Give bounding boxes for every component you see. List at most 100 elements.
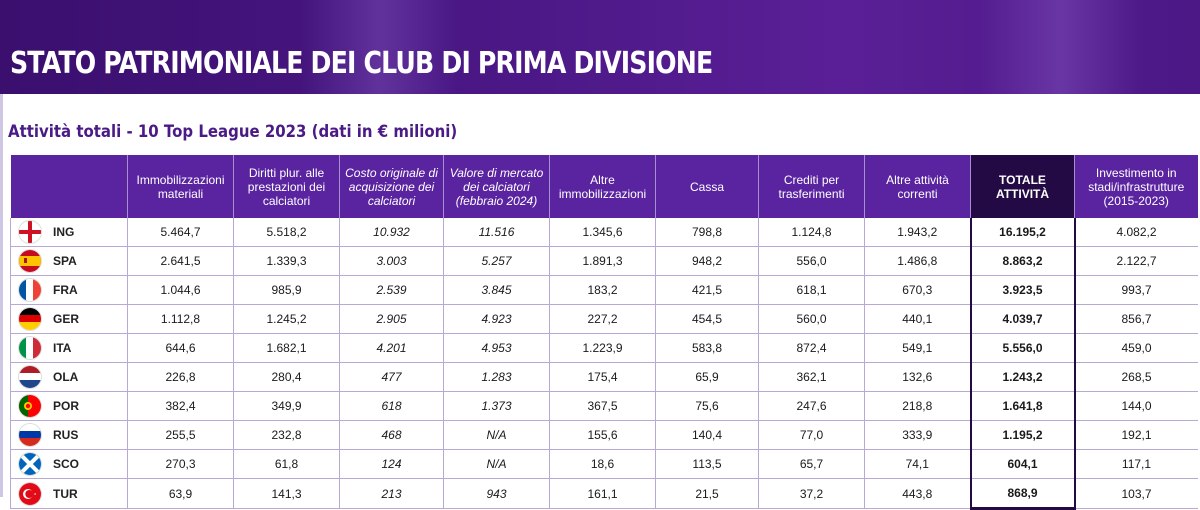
cell-altre-immobilizzazioni: 183,2	[549, 275, 656, 305]
country-cell: ITA	[10, 333, 128, 363]
country-code: OLA	[53, 370, 79, 384]
cell-altre-immobilizzazioni: 161,1	[549, 478, 656, 509]
france-flag-icon	[19, 279, 41, 301]
country-code: FRA	[53, 283, 78, 297]
cell-altre-attivita-correnti: 132,6	[864, 362, 971, 392]
country-cell: SCO	[10, 449, 128, 479]
table-header-row: Immobilizzazioni materiali Diritti plur.…	[10, 155, 1198, 218]
cell-immobilizzazioni-materiali: 5.464,7	[127, 218, 234, 247]
cell-crediti-trasferimenti: 556,0	[758, 246, 865, 276]
cell-investimento-stadi: 993,7	[1074, 275, 1198, 305]
italy-flag-icon	[19, 337, 41, 359]
cell-totale-attivita: 1.195,2	[969, 420, 1076, 450]
cell-investimento-stadi: 144,0	[1074, 391, 1198, 421]
cell-totale-attivita: 4.039,7	[969, 304, 1076, 334]
england-flag-icon	[19, 221, 41, 243]
cell-diritti-plur: 141,3	[233, 478, 340, 509]
cell-cassa: 454,5	[655, 304, 759, 334]
country-code: ING	[53, 225, 75, 239]
cell-valore-mercato: 4.923	[443, 304, 550, 334]
cell-totale-attivita: 604,1	[969, 449, 1076, 479]
table-subtitle: Attività totali - 10 Top League 2023 (da…	[8, 122, 458, 142]
cell-diritti-plur: 349,9	[233, 391, 340, 421]
cell-cassa: 421,5	[655, 275, 759, 305]
cell-crediti-trasferimenti: 872,4	[758, 333, 865, 363]
table-row: FRA 1.044,6 985,9 2.539 3.845 183,2 421,5 618,1…	[10, 275, 1198, 305]
cell-altre-attivita-correnti: 443,8	[864, 478, 971, 509]
cell-altre-immobilizzazioni: 1.891,3	[549, 246, 656, 276]
cell-diritti-plur: 280,4	[233, 362, 340, 392]
cell-cassa: 75,6	[655, 391, 759, 421]
cell-diritti-plur: 985,9	[233, 275, 340, 305]
header-altre-attivita-correnti: Altre attività correnti	[864, 155, 971, 218]
cell-crediti-trasferimenti: 77,0	[758, 420, 865, 450]
russia-flag-icon	[19, 424, 41, 446]
cell-valore-mercato: 11.516	[443, 218, 550, 247]
cell-investimento-stadi: 459,0	[1074, 333, 1198, 363]
assets-table: Immobilizzazioni materiali Diritti plur.…	[10, 155, 1198, 510]
header-investimento-stadi: Investimento in stadi/infrastrutture (20…	[1074, 155, 1198, 218]
country-cell: RUS	[10, 420, 128, 450]
cell-investimento-stadi: 117,1	[1074, 449, 1198, 479]
title-banner: STATO PATRIMONIALE DEI CLUB DI PRIMA DIV…	[0, 0, 1200, 94]
country-cell: ING	[10, 218, 128, 247]
country-code: SPA	[53, 254, 77, 268]
table-row: TUR 63,9 141,3 213 943 161,1 21,5 37,2 443,8 868,…	[10, 478, 1198, 510]
cell-crediti-trasferimenti: 247,6	[758, 391, 865, 421]
cell-diritti-plur: 232,8	[233, 420, 340, 450]
cell-altre-immobilizzazioni: 1.223,9	[549, 333, 656, 363]
cell-cassa: 583,8	[655, 333, 759, 363]
cell-investimento-stadi: 103,7	[1074, 478, 1198, 509]
cell-totale-attivita: 1.641,8	[969, 391, 1076, 421]
cell-valore-mercato: N/A	[443, 420, 550, 450]
cell-altre-attivita-correnti: 1.943,2	[864, 218, 971, 247]
cell-altre-attivita-correnti: 1.486,8	[864, 246, 971, 276]
table-row: GER 1.112,8 1.245,2 2.905 4.923 227,2 454,5 560…	[10, 304, 1198, 334]
table-row: ING 5.464,7 5.518,2 10.932 11.516 1.345,6 798,…	[10, 218, 1198, 247]
header-totale-attivita: TOTALE ATTIVITÀ	[970, 155, 1075, 218]
netherlands-flag-icon	[19, 366, 41, 388]
cell-diritti-plur: 1.245,2	[233, 304, 340, 334]
cell-altre-immobilizzazioni: 367,5	[549, 391, 656, 421]
table-row: ITA 644,6 1.682,1 4.201 4.953 1.223,9 583,8 872…	[10, 333, 1198, 363]
country-cell: SPA	[10, 246, 128, 276]
cell-immobilizzazioni-materiali: 1.044,6	[127, 275, 234, 305]
scotland-flag-icon	[19, 453, 41, 475]
cell-cassa: 798,8	[655, 218, 759, 247]
cell-costo-originale: 468	[339, 420, 444, 450]
cell-costo-originale: 2.905	[339, 304, 444, 334]
cell-altre-attivita-correnti: 549,1	[864, 333, 971, 363]
cell-crediti-trasferimenti: 37,2	[758, 478, 865, 509]
cell-investimento-stadi: 4.082,2	[1074, 218, 1198, 247]
header-costo-originale: Costo originale di acquisizione dei calc…	[339, 155, 444, 218]
cell-valore-mercato: 5.257	[443, 246, 550, 276]
cell-immobilizzazioni-materiali: 270,3	[127, 449, 234, 479]
cell-totale-attivita: 16.195,2	[969, 218, 1076, 247]
cell-costo-originale: 10.932	[339, 218, 444, 247]
cell-diritti-plur: 1.339,3	[233, 246, 340, 276]
cell-altre-immobilizzazioni: 155,6	[549, 420, 656, 450]
cell-valore-mercato: 943	[443, 478, 550, 509]
cell-immobilizzazioni-materiali: 1.112,8	[127, 304, 234, 334]
cell-immobilizzazioni-materiali: 382,4	[127, 391, 234, 421]
cell-valore-mercato: N/A	[443, 449, 550, 479]
cell-totale-attivita: 5.556,0	[969, 333, 1076, 363]
cell-diritti-plur: 5.518,2	[233, 218, 340, 247]
cell-totale-attivita: 8.863,2	[969, 246, 1076, 276]
table-row: SPA 2.641,5 1.339,3 3.003 5.257 1.891,3 948,2 5…	[10, 246, 1198, 276]
cell-crediti-trasferimenti: 362,1	[758, 362, 865, 392]
header-altre-immobilizzazioni: Altre immobilizzazioni	[549, 155, 656, 218]
cell-diritti-plur: 1.682,1	[233, 333, 340, 363]
assets-table-container: Immobilizzazioni materiali Diritti plur.…	[10, 155, 1198, 510]
table-row: SCO 270,3 61,8 124 N/A 18,6 113,5 65,7 74,1 604,1…	[10, 449, 1198, 479]
cell-costo-originale: 3.003	[339, 246, 444, 276]
cell-valore-mercato: 1.373	[443, 391, 550, 421]
cell-costo-originale: 124	[339, 449, 444, 479]
cell-valore-mercato: 4.953	[443, 333, 550, 363]
cell-immobilizzazioni-materiali: 63,9	[127, 478, 234, 509]
country-code: ITA	[53, 341, 72, 355]
turkey-flag-icon	[19, 482, 41, 505]
cell-costo-originale: 4.201	[339, 333, 444, 363]
cell-cassa: 948,2	[655, 246, 759, 276]
table-row: OLA 226,8 280,4 477 1.283 175,4 65,9 362,1 132,6…	[10, 362, 1198, 392]
